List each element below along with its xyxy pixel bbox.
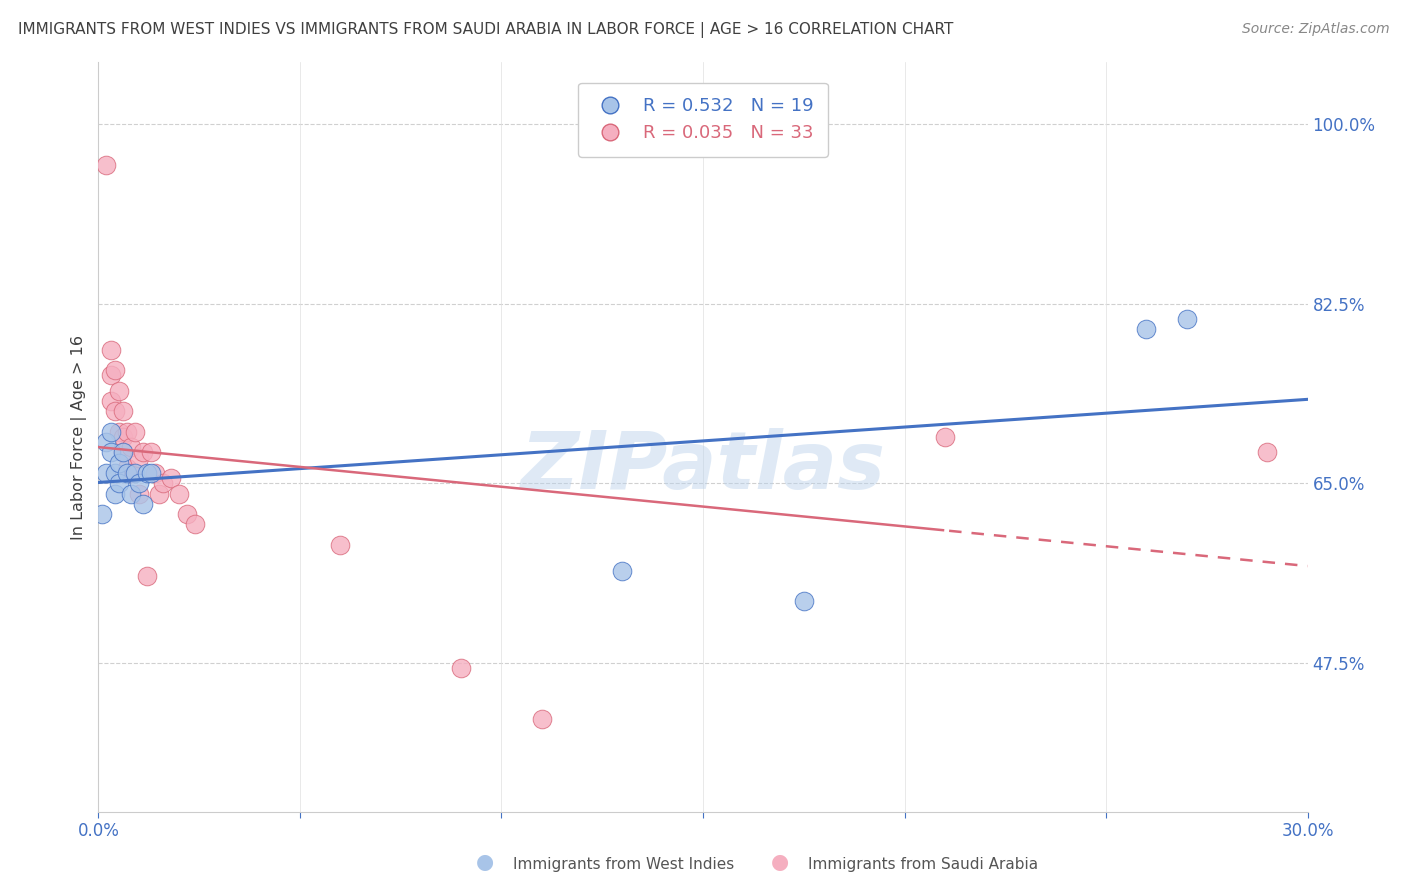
Point xyxy=(115,461,138,475)
Point xyxy=(934,430,956,444)
Point xyxy=(91,507,114,521)
Point xyxy=(143,466,166,480)
Point xyxy=(96,435,118,450)
Point xyxy=(120,441,142,455)
Point xyxy=(100,368,122,383)
Point xyxy=(96,466,118,480)
Point xyxy=(132,445,155,459)
Point xyxy=(124,425,146,439)
Text: Immigrants from West Indies: Immigrants from West Indies xyxy=(513,857,734,872)
Point xyxy=(160,471,183,485)
Point xyxy=(120,466,142,480)
Point xyxy=(103,466,125,480)
Text: Source: ZipAtlas.com: Source: ZipAtlas.com xyxy=(1241,22,1389,37)
Point xyxy=(100,343,122,357)
Point xyxy=(148,486,170,500)
Text: ZIPatlas: ZIPatlas xyxy=(520,428,886,506)
Point xyxy=(128,450,150,465)
Point xyxy=(111,404,134,418)
Point xyxy=(184,517,207,532)
Point xyxy=(120,486,142,500)
Point xyxy=(103,404,125,418)
Text: Immigrants from Saudi Arabia: Immigrants from Saudi Arabia xyxy=(808,857,1039,872)
Text: IMMIGRANTS FROM WEST INDIES VS IMMIGRANTS FROM SAUDI ARABIA IN LABOR FORCE | AGE: IMMIGRANTS FROM WEST INDIES VS IMMIGRANT… xyxy=(18,22,953,38)
Point xyxy=(793,594,815,608)
Y-axis label: In Labor Force | Age > 16: In Labor Force | Age > 16 xyxy=(72,334,87,540)
Point xyxy=(132,497,155,511)
Point xyxy=(115,466,138,480)
Point xyxy=(139,445,162,459)
Point xyxy=(124,466,146,480)
Legend: R = 0.532   N = 19, R = 0.035   N = 33: R = 0.532 N = 19, R = 0.035 N = 33 xyxy=(578,83,828,157)
Point xyxy=(103,363,125,377)
Point xyxy=(1175,312,1198,326)
Point xyxy=(100,394,122,409)
Point xyxy=(176,507,198,521)
Point xyxy=(103,486,125,500)
Point xyxy=(135,568,157,582)
Point xyxy=(152,476,174,491)
Point xyxy=(530,712,553,726)
Point xyxy=(450,661,472,675)
Point xyxy=(107,384,129,398)
Point xyxy=(167,486,190,500)
Point xyxy=(96,158,118,172)
Point xyxy=(329,538,352,552)
Point xyxy=(128,486,150,500)
Point xyxy=(612,564,634,578)
Point xyxy=(135,466,157,480)
Point xyxy=(139,466,162,480)
Point xyxy=(115,425,138,439)
Point xyxy=(111,430,134,444)
Text: ●: ● xyxy=(772,853,789,872)
Point xyxy=(1135,322,1157,336)
Point xyxy=(107,456,129,470)
Point xyxy=(100,425,122,439)
Point xyxy=(107,476,129,491)
Point xyxy=(111,445,134,459)
Point xyxy=(107,425,129,439)
Point xyxy=(111,445,134,459)
Point xyxy=(1256,445,1278,459)
Point xyxy=(100,445,122,459)
Text: ●: ● xyxy=(477,853,494,872)
Point xyxy=(128,476,150,491)
